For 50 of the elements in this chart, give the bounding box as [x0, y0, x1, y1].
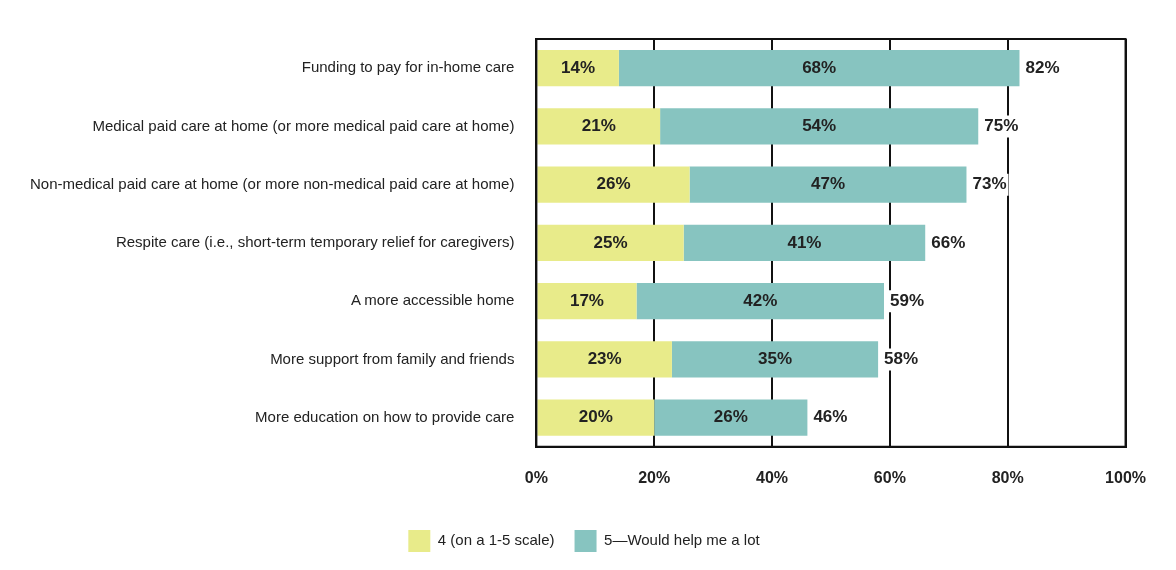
- y-tick-label: Respite care (i.e., short-term temporary relief for caregivers): [115, 233, 515, 251]
- total-label: 73%: [972, 174, 1007, 194]
- bar: [636, 283, 884, 320]
- bar: [537, 50, 619, 87]
- total-label: 58%: [884, 349, 919, 369]
- data-label: 54%: [802, 116, 837, 136]
- data-label: 14%: [561, 57, 596, 77]
- bar: [654, 399, 808, 436]
- y-tick-label: More support from family and friends: [270, 349, 515, 367]
- bar: [660, 108, 979, 145]
- data-label: 68%: [802, 57, 837, 77]
- data-label: 41%: [787, 232, 822, 252]
- bar: [683, 224, 926, 261]
- data-label: 42%: [743, 290, 778, 310]
- x-tick-label: 100%: [1105, 468, 1146, 486]
- total-label: 66%: [931, 232, 966, 252]
- data-label: 20%: [578, 407, 613, 427]
- bar: [537, 341, 672, 378]
- bar: [689, 166, 967, 203]
- data-label: 23%: [587, 349, 622, 369]
- bar: [618, 50, 1020, 87]
- legend-label: 5—Would help me a lot: [604, 531, 761, 549]
- x-tick-label: 80%: [991, 468, 1024, 486]
- x-tick-label: 20%: [638, 468, 671, 486]
- y-tick-label: A more accessible home: [350, 291, 515, 309]
- y-tick-label: Non-medical paid care at home (or more non-medical paid care at home): [29, 174, 515, 192]
- total-label: 59%: [889, 290, 925, 310]
- y-tick-label: Funding to pay for in-home care: [301, 58, 515, 76]
- data-label: 47%: [811, 174, 846, 194]
- data-label: 21%: [581, 116, 616, 136]
- data-label: 26%: [713, 407, 748, 427]
- y-tick-label: More education on how to provide care: [255, 407, 515, 425]
- bar: [671, 341, 879, 378]
- total-label: 46%: [813, 407, 848, 427]
- bar: [537, 399, 655, 436]
- bar: [537, 224, 684, 261]
- data-label: 26%: [596, 174, 631, 194]
- bar: [537, 283, 637, 320]
- data-label: 25%: [593, 232, 628, 252]
- bar: [537, 166, 690, 203]
- x-tick-label: 40%: [756, 468, 789, 486]
- legend-label: 4 (on a 1-5 scale): [437, 531, 555, 549]
- x-tick-label: 60%: [873, 468, 906, 486]
- total-label: 75%: [984, 116, 1019, 136]
- data-label: 17%: [569, 290, 604, 310]
- bar: [537, 108, 661, 145]
- x-tick-label: 0%: [524, 468, 548, 486]
- y-tick-label: Medical paid care at home (or more medical paid care at home): [92, 116, 515, 134]
- total-label: 82%: [1025, 57, 1060, 77]
- data-label: 35%: [757, 349, 793, 369]
